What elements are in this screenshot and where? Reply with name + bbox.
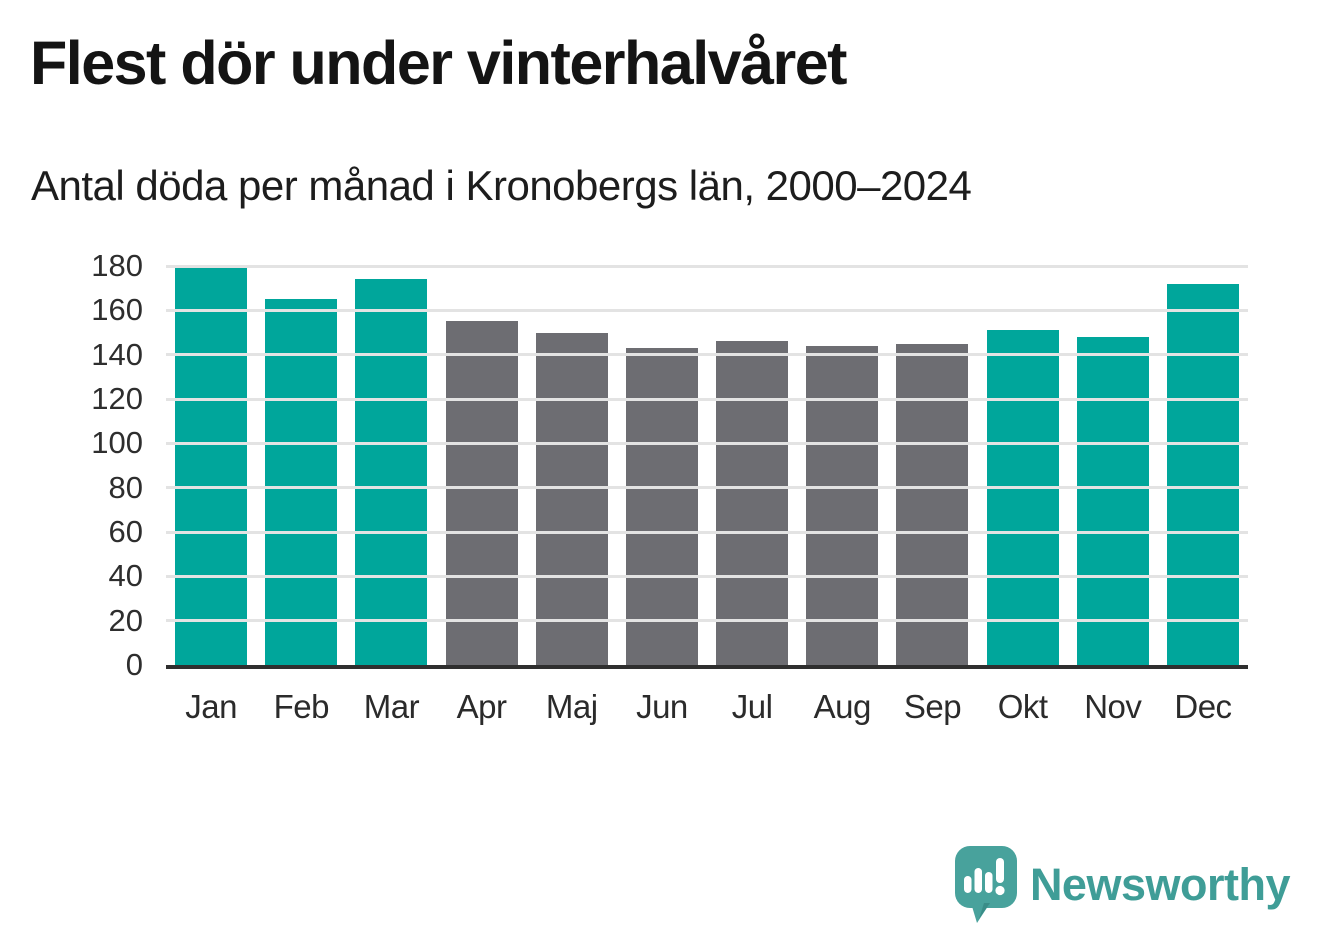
bar-nov [1076,336,1149,665]
x-tick-label-nov: Nov [1084,688,1142,725]
bar-jul [716,341,789,665]
bar-column-jun [617,266,707,665]
x-tick-label-jun: Jun [636,688,688,725]
bar-aug [806,345,879,665]
bar-column-aug [797,266,887,665]
gridline-120 [166,397,1248,401]
gridline-40 [166,574,1248,578]
bar-dec [1166,283,1239,665]
x-tick-label-maj: Maj [545,688,598,725]
x-tick-label-dec: Dec [1174,688,1232,725]
bar-jan [175,266,248,665]
bar-column-nov [1068,266,1158,665]
y-tick-label-120: 120 [91,381,143,416]
gridline-60 [166,530,1248,534]
y-tick-label-140: 140 [91,336,143,372]
y-tick-label-80: 80 [108,469,143,505]
bar-column-maj [527,266,617,665]
x-tick-label-jan: Jan [185,688,237,725]
chart-title: Flest dör under vinterhalvåret [30,29,848,97]
bar-sep [896,343,969,665]
x-tick-label-apr: Apr [456,688,507,725]
gridline-140 [166,353,1248,357]
bar-column-dec [1158,266,1248,665]
x-tick-label-aug: Aug [813,688,872,725]
gridline-180 [166,264,1248,268]
newsworthy-logo-text: Newsworthy [1029,859,1291,910]
y-tick-label-40: 40 [108,558,143,594]
bar-column-jul [707,266,797,665]
y-tick-label-0: 0 [125,647,143,682]
bar-series [166,266,1248,665]
bar-jun [625,348,698,665]
x-tick-label-mar: Mar [363,688,420,725]
bar-column-okt [978,266,1068,665]
bar-mar [355,279,428,665]
bar-column-mar [346,266,436,665]
y-tick-label-60: 60 [108,514,143,549]
bar-okt [986,330,1059,665]
bar-maj [535,332,608,665]
gridline-100 [166,441,1248,445]
bar-column-apr [437,266,527,665]
gridline-20 [166,619,1248,623]
bar-chart-plot-area [166,264,1248,669]
x-tick-label-okt: Okt [997,688,1048,725]
y-tick-label-100: 100 [91,425,143,461]
bar-column-sep [887,266,977,665]
bar-feb [265,299,338,665]
bar-apr [445,321,518,665]
y-tick-label-20: 20 [108,602,143,638]
x-tick-label-feb: Feb [273,688,330,725]
bar-column-jan [166,266,256,665]
y-tick-label-180: 180 [91,248,143,283]
newsworthy-logo: Newsworthy [954,845,1291,925]
newsworthy-logo-icon [954,846,1017,923]
x-tick-label-sep: Sep [903,688,962,725]
x-tick-label-jul: Jul [731,688,773,725]
gridline-160 [166,308,1248,312]
bar-column-feb [256,266,346,665]
y-axis: 0 20 40 60 80 100 120 140 160 180 [50,248,143,682]
y-tick-label-160: 160 [91,292,143,328]
chart-subtitle: Antal döda per månad i Kronobergs län, 2… [31,162,972,209]
x-axis: Jan Feb Mar Apr Maj Jun Jul Aug Sep Okt Nov Dec [166,688,1248,726]
gridline-80 [166,486,1248,490]
